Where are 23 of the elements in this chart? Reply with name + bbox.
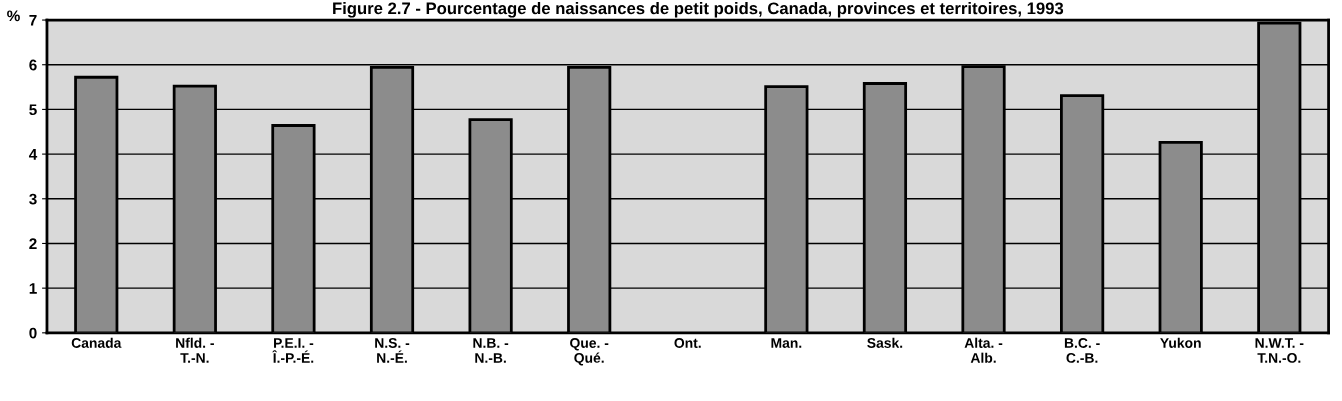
x-tick-label: Man.	[771, 338, 802, 348]
y-tick-label: 6	[29, 59, 37, 71]
x-tick-label: Alta. - Alb.	[964, 337, 1003, 363]
x-tick-label: P.E.I. - Î.-P.-É.	[272, 338, 314, 363]
y-tick-label: 0	[29, 327, 37, 339]
y-tick-label: 2	[29, 238, 37, 249]
x-tick-label: Nfld. - T.-N.	[176, 337, 214, 363]
x-tick-label: B.C. - C.-B.	[1064, 338, 1100, 363]
x-tick-label: Sask.	[867, 337, 903, 348]
x-tick-label: N.W.T. - T.N.-O.	[1255, 338, 1304, 363]
y-tick-label: 4	[28, 149, 38, 160]
y-tick-label: 3	[29, 193, 37, 205]
x-tick-label: Ont.	[674, 338, 701, 348]
y-axis-title: %	[7, 10, 20, 22]
y-tick-label: 5	[29, 104, 37, 116]
y-tick-label: 1	[29, 283, 37, 294]
x-tick-label: Yukon	[1160, 337, 1201, 348]
x-tick-label: N.B. - N.-B.	[473, 338, 509, 363]
chart-title: Figure 2.7 - Pourcentage de naissances de petit poids, Canada, provinces et territoires, 1993	[333, 2, 1064, 18]
y-tick-label: 7	[29, 15, 37, 26]
x-tick-label: N.S. - N.-É.	[375, 338, 410, 363]
x-tick-label: Que. - Qué.	[570, 338, 609, 366]
x-tick-label: Canada	[71, 337, 122, 348]
